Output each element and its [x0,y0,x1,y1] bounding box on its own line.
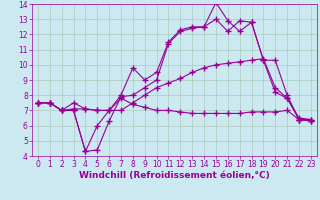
X-axis label: Windchill (Refroidissement éolien,°C): Windchill (Refroidissement éolien,°C) [79,171,270,180]
